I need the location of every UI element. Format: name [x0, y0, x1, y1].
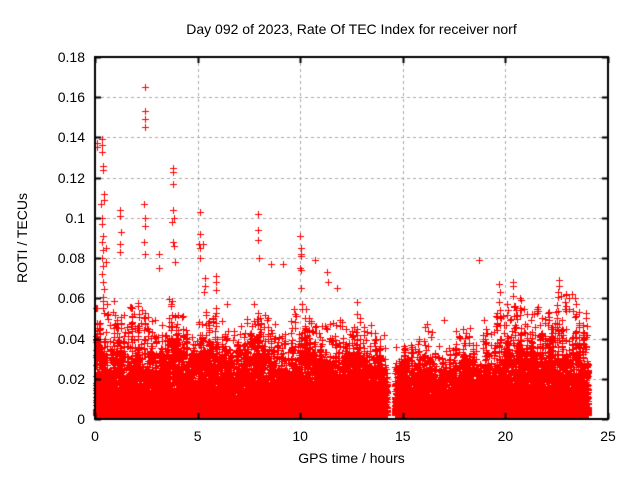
x-tick-label: 20 [497, 428, 514, 444]
y-tick-label: 0.04 [57, 330, 85, 347]
x-tick-label: 15 [395, 428, 411, 444]
y-tick-label: 0 [77, 411, 85, 427]
y-tick-label: 0.16 [57, 89, 85, 106]
x-axis-title: GPS time / hours [298, 450, 405, 466]
x-tick-label: 10 [292, 428, 308, 444]
x-tick-label: 25 [600, 428, 616, 444]
y-tick-label: 0.08 [57, 250, 85, 267]
y-tick-label: 0.18 [57, 49, 85, 65]
y-axis-title: ROTI / TECUs [14, 193, 30, 283]
y-tick-label: 0.14 [57, 129, 85, 146]
y-tick-label: 0.12 [57, 169, 85, 186]
chart-title: Day 092 of 2023, Rate Of TEC Index for r… [186, 21, 517, 37]
x-tick-label: 0 [91, 428, 99, 444]
x-tick-label: 5 [193, 428, 202, 444]
y-tick-label: 0.02 [57, 370, 85, 387]
y-tick-label: 0.1 [65, 209, 85, 226]
y-tick-label: 0.06 [57, 290, 85, 307]
